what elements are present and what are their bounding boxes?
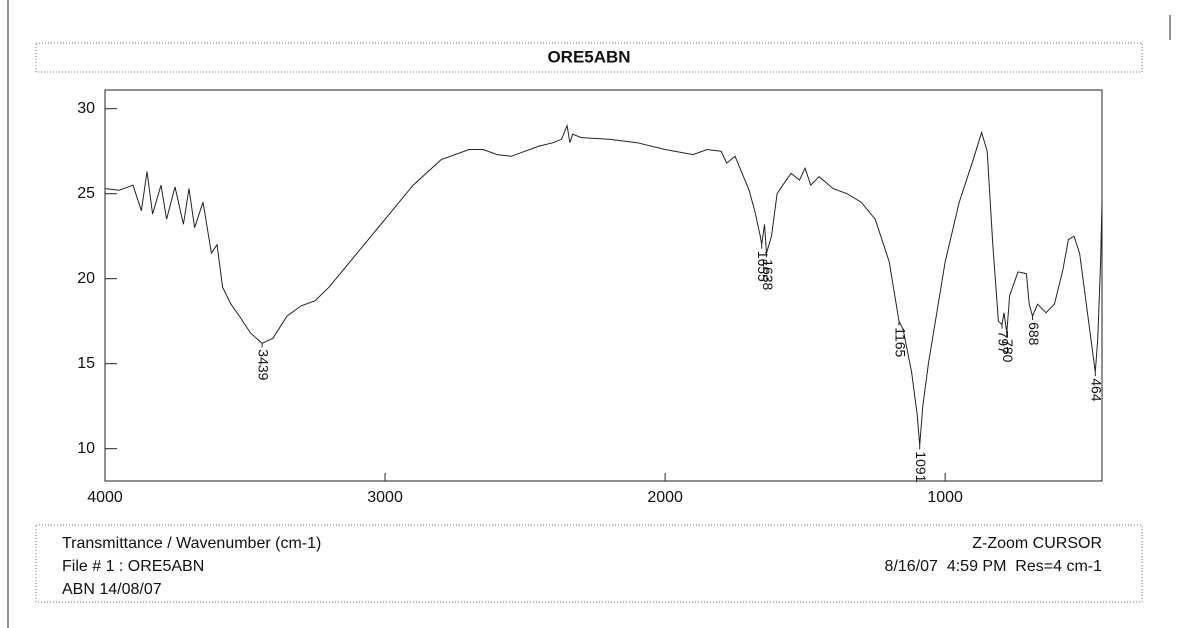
peak-label: 688 <box>1026 322 1042 346</box>
peak-label: 464 <box>1089 378 1105 402</box>
x-tick-label: 1000 <box>927 489 963 506</box>
footer-text: Transmittance / Wavenumber (cm-1) <box>62 535 321 552</box>
peak-label: 3439 <box>255 349 271 380</box>
peak-label: 1638 <box>760 259 776 290</box>
x-tick-label: 2000 <box>647 489 683 506</box>
y-tick-label: 15 <box>77 355 95 372</box>
footer-box <box>35 524 1143 603</box>
footer-text: 8/16/07 4:59 PM Res=4 cm-1 <box>885 558 1103 575</box>
title-box <box>35 42 1143 73</box>
peak-label: 1091 <box>913 451 929 482</box>
y-tick-label: 25 <box>77 185 95 202</box>
y-tick-label: 30 <box>77 100 95 117</box>
peak-label: 797 <box>995 331 1011 355</box>
peak-label: 1165 <box>892 327 908 357</box>
peak-label: 1655 <box>755 251 771 282</box>
chart-title: ORE5ABN <box>547 47 630 66</box>
y-tick-label: 10 <box>77 440 95 457</box>
x-tick-label: 4000 <box>87 489 123 506</box>
plot-frame <box>104 89 1103 482</box>
x-tick-label: 3000 <box>367 489 403 506</box>
footer-text: Z-Zoom CURSOR <box>972 535 1102 552</box>
footer-text: ABN 14/08/07 <box>62 581 162 598</box>
y-tick-label: 20 <box>77 270 95 287</box>
footer-text: File # 1 : ORE5ABN <box>62 558 204 575</box>
peak-label: 780 <box>1000 339 1016 363</box>
spectrum-line <box>104 123 1103 446</box>
